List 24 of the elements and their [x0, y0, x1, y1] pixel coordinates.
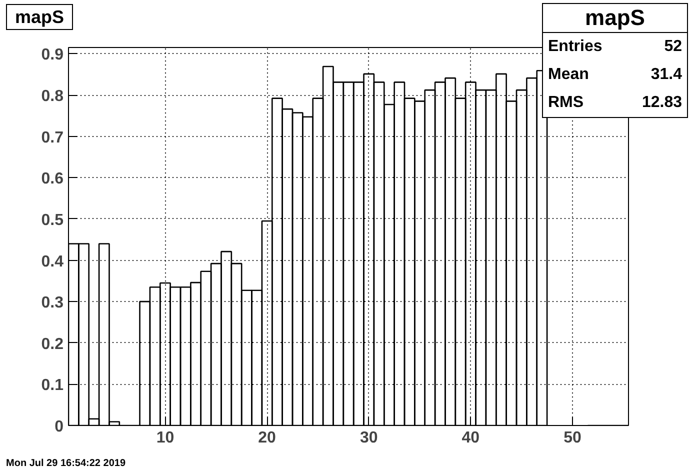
x-tick-label: 10: [156, 430, 174, 446]
x-tick-label: 30: [360, 430, 378, 446]
y-tick-label: 0.5: [41, 212, 64, 229]
y-tick-label: 0: [54, 418, 64, 436]
y-tick-label: 0.4: [41, 253, 64, 270]
x-tick-label: 20: [258, 430, 276, 446]
y-tick-label: 0.8: [41, 88, 64, 106]
chart-title: mapS: [6, 4, 74, 30]
text: 12.83: [642, 93, 682, 113]
x-tick-label: 50: [564, 430, 582, 446]
y-tick-label: 0.7: [41, 129, 64, 146]
text: 31.4: [650, 65, 682, 85]
y-tick-label: 0.3: [41, 294, 64, 312]
text: 52: [664, 37, 682, 57]
x-tick-label: 40: [462, 430, 480, 446]
text: mapS: [543, 4, 687, 33]
y-tick-label: 0.6: [41, 170, 64, 188]
annotation: RMS: [548, 93, 584, 113]
y-tick-label: 0.1: [41, 377, 64, 394]
y-tick-label: 0.9: [41, 46, 64, 64]
y-tick-label: 0.2: [41, 336, 64, 353]
text: Mon Jul 29 16:54:22 2019: [6, 457, 126, 471]
annotation: Mean: [548, 65, 589, 85]
annotation: Entries: [548, 37, 602, 57]
